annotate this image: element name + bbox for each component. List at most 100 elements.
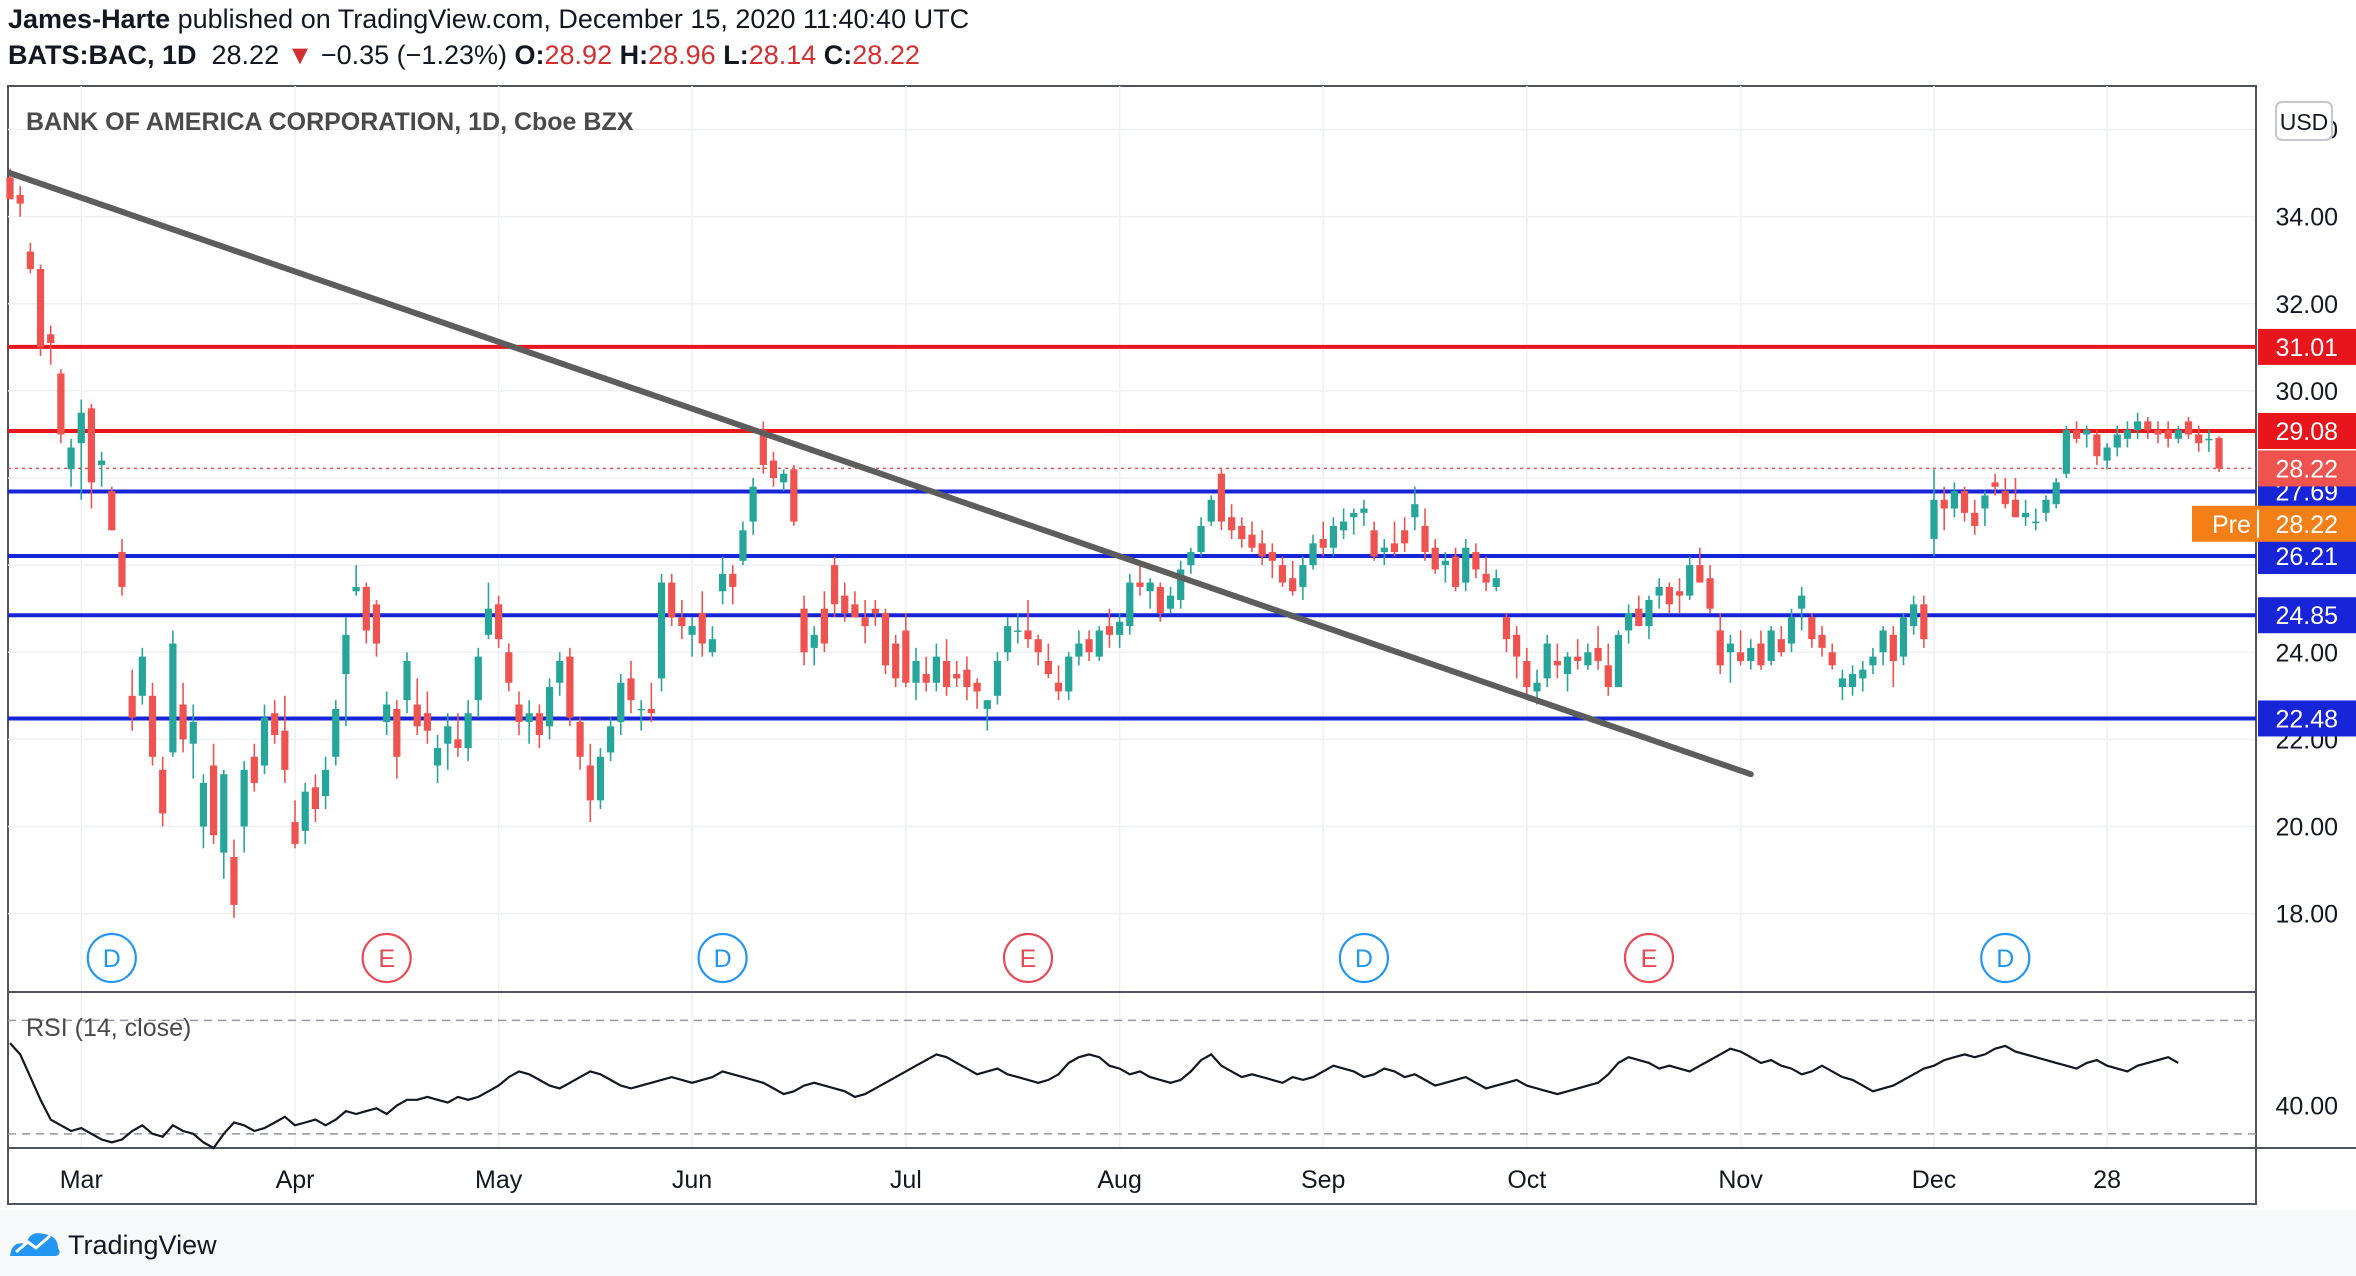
candle-body[interactable]	[2001, 491, 2009, 505]
candle-body[interactable]	[2103, 447, 2111, 461]
earnings-marker[interactable]	[361, 932, 412, 984]
candle-body[interactable]	[1319, 539, 1327, 548]
support-price-tag[interactable]	[2258, 537, 2356, 574]
candle-body[interactable]	[47, 334, 55, 343]
candle-body[interactable]	[1818, 634, 1826, 648]
candle-body[interactable]	[1350, 512, 1358, 518]
candle-body[interactable]	[1116, 621, 1124, 635]
candle-body[interactable]	[719, 573, 727, 592]
candle-body[interactable]	[1920, 604, 1928, 640]
candle-body[interactable]	[586, 765, 594, 801]
candle-body[interactable]	[1146, 582, 1154, 592]
candle-body[interactable]	[1777, 639, 1785, 653]
candle-body[interactable]	[647, 708, 655, 714]
candle-body[interactable]	[617, 682, 625, 722]
candle-body[interactable]	[352, 586, 360, 592]
candle-body[interactable]	[332, 708, 340, 757]
candle-body[interactable]	[953, 674, 961, 679]
candle-body[interactable]	[2174, 430, 2182, 439]
candle-body[interactable]	[1278, 565, 1287, 583]
candle-body[interactable]	[1248, 534, 1256, 548]
candle-body[interactable]	[729, 573, 737, 587]
candle-body[interactable]	[1543, 643, 1551, 679]
candle-body[interactable]	[230, 856, 238, 905]
earnings-marker[interactable]	[1623, 932, 1675, 984]
candle-body[interactable]	[1065, 656, 1073, 692]
premarket-tag[interactable]	[2192, 505, 2356, 542]
candle-body[interactable]	[1940, 499, 1948, 509]
candle-body[interactable]	[26, 251, 34, 269]
candle-body[interactable]	[2144, 421, 2152, 431]
candle-body[interactable]	[403, 660, 411, 701]
dividend-marker[interactable]	[697, 932, 748, 984]
last-price-tag[interactable]	[2258, 450, 2356, 487]
candle-body[interactable]	[240, 769, 248, 827]
candle-body[interactable]	[556, 660, 564, 683]
candle-body[interactable]	[1971, 512, 1979, 526]
candle-body[interactable]	[1879, 630, 1887, 653]
candle-body[interactable]	[1808, 617, 1816, 640]
candle-body[interactable]	[922, 674, 930, 683]
candle-body[interactable]	[1604, 665, 1612, 688]
candle-body[interactable]	[250, 756, 258, 783]
resistance-price-tag[interactable]	[2258, 328, 2356, 365]
candle-body[interactable]	[1848, 674, 1857, 688]
candle-body[interactable]	[861, 617, 869, 627]
rsi-line[interactable]	[9, 1042, 2179, 1150]
candle-body[interactable]	[902, 630, 910, 683]
candle-body[interactable]	[851, 604, 859, 618]
candle-body[interactable]	[963, 669, 971, 688]
candle-body[interactable]	[311, 787, 319, 810]
candle-body[interactable]	[1217, 473, 1226, 522]
candle-body[interactable]	[1726, 643, 1735, 653]
candle-body[interactable]	[1014, 630, 1022, 632]
candle-body[interactable]	[1787, 617, 1796, 644]
candle-body[interactable]	[708, 639, 717, 653]
candle-body[interactable]	[1930, 499, 1938, 539]
candle-body[interactable]	[2083, 430, 2091, 435]
support-price-tag[interactable]	[2258, 700, 2356, 737]
candle-body[interactable]	[515, 704, 523, 722]
dividend-marker[interactable]	[1338, 932, 1390, 984]
candle-body[interactable]	[423, 713, 431, 731]
candle-body[interactable]	[260, 717, 269, 766]
candle-body[interactable]	[454, 739, 462, 749]
candle-body[interactable]	[495, 604, 503, 640]
candle-body[interactable]	[871, 608, 879, 614]
candle-body[interactable]	[1553, 660, 1561, 666]
candle-body[interactable]	[1563, 656, 1572, 675]
candle-body[interactable]	[1737, 652, 1745, 661]
candle-body[interactable]	[942, 660, 951, 688]
candle-body[interactable]	[780, 473, 788, 483]
candle-body[interactable]	[932, 656, 940, 683]
candle-body[interactable]	[2195, 434, 2203, 444]
candle-body[interactable]	[576, 721, 584, 757]
candle-body[interactable]	[1054, 682, 1063, 692]
candle-body[interactable]	[790, 469, 798, 522]
candle-body[interactable]	[301, 791, 309, 831]
candle-body[interactable]	[1024, 630, 1032, 640]
candle-body[interactable]	[1431, 547, 1439, 570]
candle-body[interactable]	[199, 782, 208, 827]
candle-body[interactable]	[698, 613, 706, 644]
candle-body[interactable]	[2215, 437, 2223, 469]
candle-body[interactable]	[596, 756, 605, 801]
candle-body[interactable]	[1767, 630, 1775, 661]
dividend-marker[interactable]	[86, 932, 137, 984]
candle-body[interactable]	[627, 678, 635, 701]
candle-body[interactable]	[2154, 430, 2162, 435]
candle-body[interactable]	[413, 704, 421, 727]
candle-body[interactable]	[739, 530, 747, 561]
candle-body[interactable]	[372, 604, 381, 644]
candle-body[interactable]	[668, 582, 676, 618]
candle-body[interactable]	[1960, 491, 1969, 513]
candle-body[interactable]	[2184, 421, 2193, 435]
candle-body[interactable]	[1421, 525, 1429, 553]
candle-body[interactable]	[1095, 630, 1103, 657]
candle-body[interactable]	[1828, 652, 1836, 666]
candle-body[interactable]	[16, 194, 24, 204]
candle-body[interactable]	[474, 656, 482, 701]
candle-body[interactable]	[1187, 552, 1195, 566]
candle-body[interactable]	[1299, 565, 1307, 587]
